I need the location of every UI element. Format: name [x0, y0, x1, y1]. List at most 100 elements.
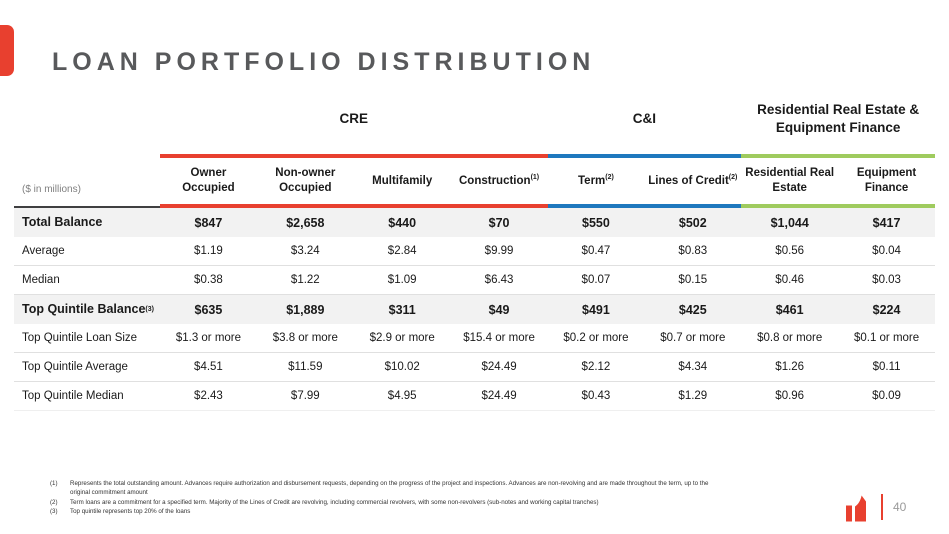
- footnote-1: (1) Represents the total outstanding amo…: [50, 479, 722, 498]
- table-cell: $847: [160, 208, 257, 237]
- row-label: Top Quintile Loan Size: [14, 324, 160, 353]
- table-cell: $3.24: [256, 237, 354, 266]
- table-cell: $311: [353, 295, 451, 324]
- column-header-label: Equipment Finance: [856, 167, 917, 194]
- ci-underline-top: [547, 154, 742, 158]
- footnote-text: Represents the total outstanding amount.…: [70, 480, 709, 497]
- footnote-3: (3) Top quintile represents top 20% of t…: [50, 507, 722, 516]
- table-cell: $0.56: [741, 237, 839, 266]
- footnote-number: (1): [50, 480, 58, 487]
- column-header-equipment-finance: Equipment Finance: [838, 158, 935, 204]
- company-logo-icon: [846, 495, 866, 522]
- table-cell: $0.7 or more: [644, 324, 742, 353]
- row-label: Total Balance: [14, 208, 160, 237]
- footer-divider: [881, 494, 883, 520]
- table-cell: $0.2 or more: [547, 324, 645, 353]
- column-header-label: Term(2): [578, 173, 614, 187]
- table-cell: $0.96: [741, 382, 839, 411]
- table-cell: $0.43: [547, 382, 645, 411]
- table-cell: $0.83: [644, 237, 742, 266]
- group-header-ci: C&I: [632, 111, 656, 127]
- footnote-text: Term loans are a commitment for a specif…: [70, 498, 599, 506]
- table-cell: $2.84: [353, 237, 451, 266]
- units-label: ($ in millions): [22, 184, 81, 195]
- footnote-marker: (2): [605, 173, 614, 181]
- column-header-residential-real-estate: Residential Real Estate: [741, 158, 838, 204]
- footnote-marker: (2): [728, 173, 738, 181]
- table-cell: $0.11: [838, 353, 935, 382]
- row-label: Top Quintile Average: [14, 353, 160, 382]
- table-cell: $6.43: [450, 266, 548, 295]
- table-cell: $0.03: [838, 266, 935, 295]
- label-column-divider: [14, 206, 160, 208]
- table-cell: $70: [450, 208, 548, 237]
- footnote-text: Top quintile represents top 20% of the l…: [70, 507, 191, 515]
- table-cell: $4.34: [644, 353, 742, 382]
- table-cell: $3.8 or more: [256, 324, 354, 353]
- table-cell: $2.12: [547, 353, 645, 382]
- table-cell: $49: [450, 295, 548, 324]
- table-cell: $425: [644, 295, 742, 324]
- table-cell: $224: [838, 295, 935, 324]
- table-cell: $1.09: [353, 266, 451, 295]
- column-header-label: Construction(1): [459, 173, 540, 187]
- table-cell: $1.26: [741, 353, 839, 382]
- table-cell: $550: [547, 208, 645, 237]
- page-number: 40: [893, 500, 907, 514]
- table-cell: $491: [547, 295, 645, 324]
- column-header-label: Owner Occupied: [182, 167, 235, 194]
- footnote-number: (2): [50, 498, 58, 506]
- column-header-owner-occupied: Owner Occupied: [160, 158, 257, 204]
- table-cell: $24.49: [450, 353, 548, 382]
- footnote-2: (2) Term loans are a commitment for a sp…: [50, 498, 722, 507]
- table-cell: $0.1 or more: [838, 324, 935, 353]
- column-header-multifamily: Multifamily: [354, 158, 451, 204]
- footnote-marker: (1): [530, 173, 540, 181]
- table-cell: $0.04: [838, 237, 935, 266]
- cre-underline-top: [160, 154, 548, 158]
- table-cell: $440: [353, 208, 451, 237]
- row-label: Top Quintile Balance (3): [14, 295, 160, 324]
- column-header-label: Residential Real Estate: [745, 167, 835, 194]
- row-label: Average: [14, 237, 160, 266]
- table-cell: $4.51: [160, 353, 257, 382]
- table-cell: $417: [838, 208, 935, 237]
- table-cell: $0.09: [838, 382, 935, 411]
- column-header-term: Term(2): [548, 158, 645, 204]
- table-cell: $1,044: [741, 208, 839, 237]
- row-label: Median: [14, 266, 160, 295]
- table-cell: $0.46: [741, 266, 839, 295]
- table-cell: $502: [644, 208, 742, 237]
- table-cell: $0.15: [644, 266, 742, 295]
- title-accent-bar: [0, 25, 14, 76]
- table-cell: $2.43: [160, 382, 257, 411]
- table-cell: $0.47: [547, 237, 645, 266]
- table-cell: $24.49: [450, 382, 548, 411]
- table-cell: $10.02: [353, 353, 451, 382]
- table-cell: $461: [741, 295, 839, 324]
- column-header-label: Non-owner Occupied: [275, 167, 336, 194]
- table-cell: $1.19: [160, 237, 257, 266]
- table-cell: $1,889: [256, 295, 354, 324]
- rre-ef-underline-bottom: [741, 204, 935, 208]
- table-cell: $1.22: [256, 266, 354, 295]
- column-header-label: Multifamily: [372, 174, 433, 187]
- table-cell: $0.8 or more: [741, 324, 839, 353]
- loan-table: CRE C&I Residential Real Estate & Equipm…: [14, 84, 935, 411]
- table-cell: $0.07: [547, 266, 645, 295]
- table-cell: $0.38: [160, 266, 257, 295]
- table-cell: $11.59: [256, 353, 354, 382]
- page-title: LOAN PORTFOLIO DISTRIBUTION: [52, 47, 596, 76]
- column-header-lines-of-credit: Lines of Credit(2): [644, 158, 741, 204]
- table-cell: $4.95: [353, 382, 451, 411]
- group-header-rre-ef: Residential Real Estate & Equipment Fina…: [757, 102, 920, 135]
- table-cell: $635: [160, 295, 257, 324]
- cre-underline-bottom: [160, 204, 548, 208]
- group-header-cre: CRE: [339, 111, 368, 127]
- row-label: Top Quintile Median: [14, 382, 160, 411]
- column-header-label: Lines of Credit(2): [648, 173, 738, 187]
- table-cell: $2.9 or more: [353, 324, 451, 353]
- table-cell: $2,658: [256, 208, 354, 237]
- table-cell: $1.3 or more: [160, 324, 257, 353]
- footnotes: (1) Represents the total outstanding amo…: [50, 479, 722, 516]
